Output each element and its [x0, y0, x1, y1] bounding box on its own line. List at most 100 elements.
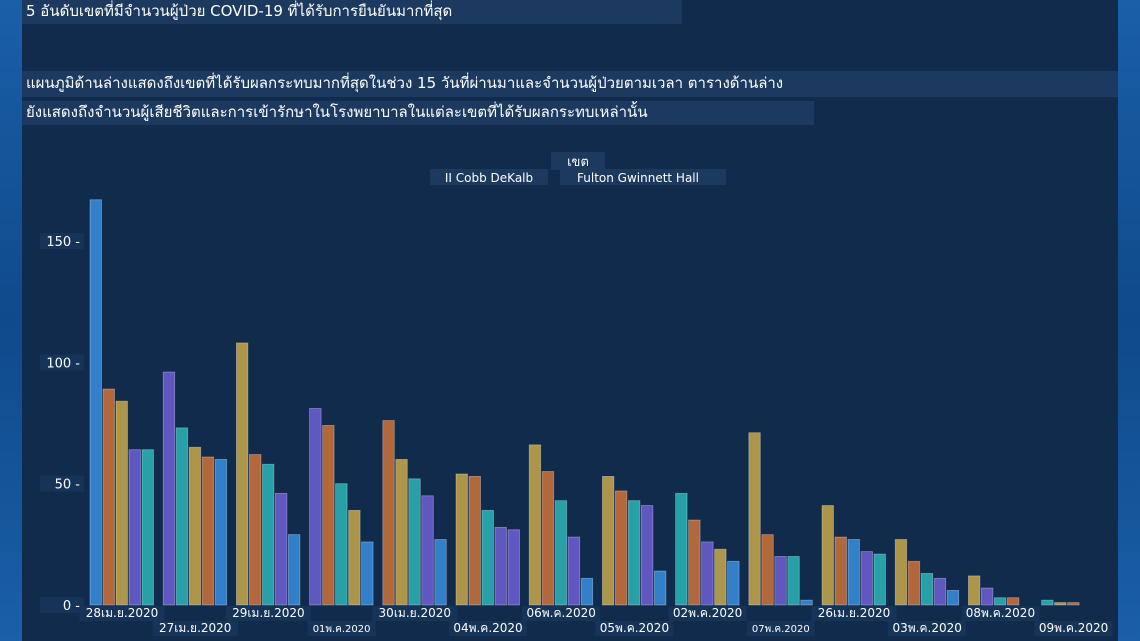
- bar[interactable]: [102, 388, 115, 606]
- x-tick-box: [449, 621, 527, 636]
- x-tick-box: [79, 606, 165, 621]
- bar[interactable]: [894, 539, 908, 606]
- x-tick-label: 05พ.ค.2020: [600, 621, 669, 635]
- bar[interactable]: [847, 539, 860, 606]
- x-tick-label: 02พ.ค.2020: [673, 606, 742, 620]
- bar[interactable]: [834, 536, 847, 606]
- bar[interactable]: [714, 548, 727, 606]
- bar[interactable]: [287, 534, 301, 606]
- bar[interactable]: [214, 458, 228, 606]
- bar[interactable]: [248, 454, 262, 606]
- bar[interactable]: [920, 573, 934, 606]
- bar[interactable]: [348, 509, 361, 606]
- bar[interactable]: [641, 505, 654, 606]
- bar[interactable]: [554, 500, 568, 606]
- y-tick-label: 150 -: [46, 235, 80, 250]
- y-tick-label: 0 -: [63, 599, 80, 614]
- bar[interactable]: [701, 541, 714, 606]
- x-tick-box: [811, 606, 897, 621]
- bar[interactable]: [787, 556, 800, 606]
- x-tick-label: 03พ.ค.2020: [893, 621, 962, 635]
- legend-entry-box: [560, 169, 726, 185]
- bar[interactable]: [322, 425, 335, 606]
- bar[interactable]: [175, 427, 189, 606]
- bar[interactable]: [528, 444, 542, 606]
- bar[interactable]: [1041, 599, 1054, 606]
- bar[interactable]: [382, 420, 395, 606]
- bar[interactable]: [946, 590, 960, 606]
- right-edge: [1118, 0, 1140, 641]
- x-tick-label: 28เม.ย.2020: [86, 606, 158, 620]
- bar[interactable]: [361, 541, 374, 606]
- legend-entry[interactable]: II Cobb DeKalb: [445, 171, 533, 185]
- bar[interactable]: [821, 505, 834, 606]
- bar[interactable]: [494, 526, 507, 606]
- bar[interactable]: [421, 495, 434, 606]
- bar[interactable]: [580, 577, 594, 606]
- x-tick-box: [372, 606, 458, 621]
- bar[interactable]: [395, 458, 408, 606]
- bar[interactable]: [115, 400, 128, 606]
- legend-title-box: [551, 152, 605, 170]
- bar[interactable]: [468, 475, 481, 606]
- bar[interactable]: [748, 432, 761, 606]
- bar[interactable]: [675, 492, 688, 606]
- bar[interactable]: [774, 556, 787, 606]
- bar[interactable]: [507, 529, 520, 606]
- left-edge: [0, 0, 22, 641]
- bar[interactable]: [727, 560, 740, 606]
- bar[interactable]: [567, 536, 581, 606]
- bar[interactable]: [981, 587, 994, 606]
- x-tick-label: 27เม.ย.2020: [159, 621, 231, 635]
- bar[interactable]: [481, 509, 494, 606]
- x-tick-box: [1034, 621, 1113, 636]
- bar[interactable]: [235, 342, 249, 606]
- bar[interactable]: [201, 456, 215, 606]
- bar[interactable]: [602, 475, 615, 606]
- bar[interactable]: [162, 371, 176, 606]
- x-tick-box: [152, 621, 238, 636]
- bar[interactable]: [188, 446, 202, 606]
- x-tick-label: 06พ.ค.2020: [527, 606, 596, 620]
- y-tick-label: 100 -: [46, 356, 80, 371]
- bar[interactable]: [261, 463, 275, 606]
- bar[interactable]: [89, 199, 102, 606]
- bar[interactable]: [800, 599, 813, 606]
- bar[interactable]: [907, 560, 921, 606]
- bar[interactable]: [1054, 602, 1067, 606]
- bar[interactable]: [309, 408, 322, 606]
- legend-title: เขต: [567, 155, 589, 170]
- description-line-1: แผนภูมิด้านล่างแสดงถึงเขตที่ได้รับผลกระท…: [22, 71, 1118, 97]
- bar[interactable]: [761, 534, 774, 606]
- x-tick-label: 01พ.ค.2020: [313, 624, 371, 635]
- bar[interactable]: [434, 539, 447, 606]
- x-tick-label: 04พ.ค.2020: [453, 621, 522, 635]
- legend-entry[interactable]: Fulton Gwinnett Hall: [577, 171, 699, 185]
- bar[interactable]: [654, 570, 667, 606]
- description-line-2: ยังแสดงถึงจำนวนผู้เสียชีวิตและการเข้ารัก…: [22, 101, 814, 125]
- y-tick-box: [40, 354, 84, 371]
- x-tick-label: 07พ.ค.2020: [752, 624, 810, 635]
- bar[interactable]: [274, 492, 288, 606]
- x-tick-label: 26เม.ย.2020: [818, 606, 890, 620]
- bar[interactable]: [1007, 597, 1020, 606]
- bar[interactable]: [628, 500, 641, 606]
- x-tick-box: [595, 621, 674, 636]
- bar[interactable]: [541, 471, 555, 606]
- bar[interactable]: [335, 483, 348, 606]
- bar[interactable]: [860, 551, 873, 606]
- y-tick-box: [40, 475, 84, 492]
- bar[interactable]: [455, 473, 468, 606]
- bar[interactable]: [615, 490, 628, 606]
- bar[interactable]: [408, 478, 421, 606]
- bar[interactable]: [688, 519, 701, 606]
- bar[interactable]: [933, 577, 947, 606]
- bar[interactable]: [128, 449, 141, 606]
- bar[interactable]: [141, 449, 154, 606]
- page-title: 5 อันดับเขตที่มีจำนวนผู้ป่วย COVID-19 ที…: [22, 0, 682, 24]
- bar[interactable]: [994, 597, 1007, 606]
- bar[interactable]: [1067, 602, 1080, 606]
- bar[interactable]: [968, 575, 981, 606]
- bar[interactable]: [873, 553, 886, 606]
